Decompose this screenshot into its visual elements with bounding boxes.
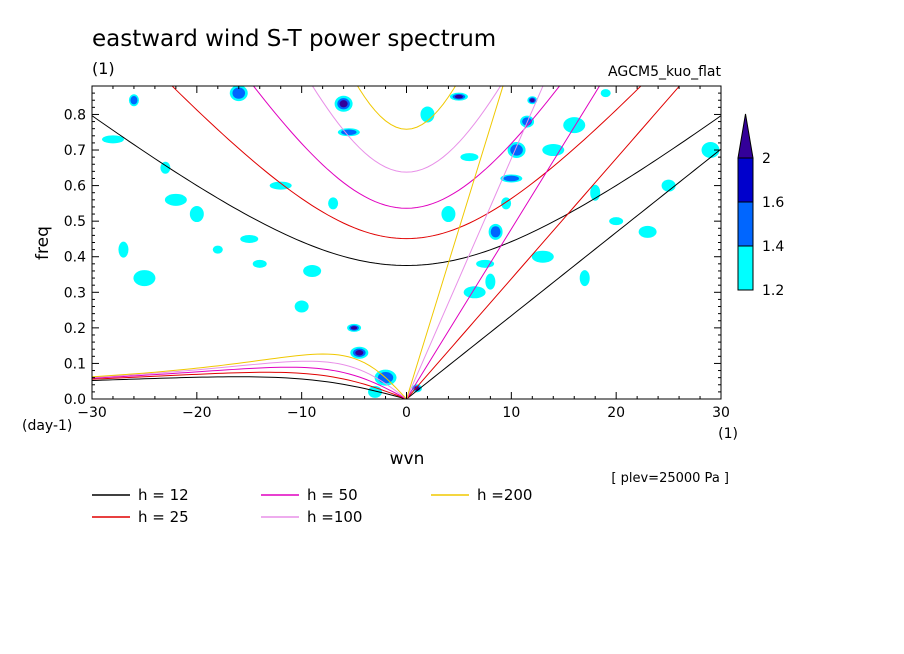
x-axis-unit: (1) <box>718 426 738 442</box>
x-tick-label: −30 <box>77 405 107 421</box>
shaded-blob <box>252 259 267 268</box>
y-axis-unit: (day-1) <box>22 418 72 434</box>
plot-frame <box>91 85 722 400</box>
shaded-blob <box>240 234 259 243</box>
y-tick-label: 0.4 <box>64 250 86 266</box>
shaded-blob <box>303 264 322 277</box>
y-tick-label: 0.1 <box>64 356 86 372</box>
subtitle-left: (1) <box>92 59 115 78</box>
shaded-blob-peak <box>350 326 358 330</box>
y-axis-label: freq <box>33 226 53 260</box>
x-tick-label: −20 <box>182 405 212 421</box>
colorbar-label: 2 <box>762 151 771 167</box>
legend: h = 12 h = 25 h = 50 h =100 h =200 <box>92 486 532 526</box>
x-tick-label: −10 <box>287 405 317 421</box>
shaded-blob-peak <box>339 100 348 108</box>
kelvin-curve-h50 <box>406 86 601 399</box>
y-tick-label: 0.3 <box>64 285 86 301</box>
legend-label: h = 12 <box>138 486 189 504</box>
shaded-blob-core <box>341 129 357 136</box>
shaded-blob <box>441 206 456 223</box>
x-axis-label: wvn <box>390 449 425 469</box>
legend-label: h =200 <box>477 486 532 504</box>
rossby-curve-h12 <box>92 376 407 399</box>
colorbar: 2 1.6 1.4 1.2 <box>737 113 784 299</box>
x-tick-label: 0 <box>402 405 411 421</box>
shaded-blob <box>118 241 129 258</box>
ig-curve-h12 <box>92 115 721 266</box>
ig-curve-h50 <box>252 86 561 209</box>
rossby-curve-h200 <box>92 353 407 399</box>
shaded-blob <box>101 135 124 144</box>
y-tick-label: 0.0 <box>64 392 86 408</box>
shaded-blob <box>600 89 611 98</box>
colorbar-label: 1.4 <box>762 239 784 255</box>
colorbar-arrow <box>737 113 754 159</box>
colorbar-segment <box>737 201 754 247</box>
x-tick-label: 20 <box>607 405 625 421</box>
shaded-blob <box>420 106 435 123</box>
shaded-contours <box>101 86 720 398</box>
shaded-blob <box>485 273 496 290</box>
rossby-curve-h25 <box>92 371 407 399</box>
legend-label: h = 50 <box>307 486 358 504</box>
shaded-blob <box>160 161 171 174</box>
colorbar-segment <box>737 245 754 291</box>
shaded-blob <box>531 250 554 263</box>
y-tick-label: 0.6 <box>64 179 86 195</box>
shaded-blob <box>460 153 479 162</box>
legend-label: h = 25 <box>138 508 189 526</box>
shaded-blob <box>294 300 309 313</box>
shaded-blob <box>563 117 586 134</box>
colorbar-label: 1.2 <box>762 283 784 299</box>
shaded-blob-core <box>503 175 520 182</box>
colorbar-label: 1.6 <box>762 195 784 211</box>
chart-title: eastward wind S-T power spectrum <box>92 26 496 52</box>
kelvin-curve-h100 <box>406 86 544 399</box>
shaded-blob <box>212 245 223 254</box>
shaded-blob <box>189 206 204 223</box>
x-tick-label: 10 <box>502 405 520 421</box>
kelvin-curve-h200 <box>406 86 504 399</box>
colorbar-segment <box>737 157 754 203</box>
shaded-blob <box>609 217 624 226</box>
shaded-blob <box>661 179 676 192</box>
shaded-blob <box>579 270 590 287</box>
shaded-blob-core <box>130 96 138 105</box>
kelvin-curve-h25 <box>406 86 681 399</box>
y-tick-label: 0.8 <box>64 107 86 123</box>
shaded-blob <box>328 197 339 210</box>
y-tick-label: 0.2 <box>64 321 86 337</box>
dispersion-curves <box>92 86 721 399</box>
shaded-blob <box>476 259 495 268</box>
legend-label: h =100 <box>307 508 362 526</box>
x-tick-label: 30 <box>712 405 730 421</box>
shaded-blob-peak <box>454 94 463 99</box>
plev-annotation: [ plev=25000 Pa ] <box>611 471 729 486</box>
shaded-blob-core <box>232 87 246 99</box>
shaded-blob <box>638 225 657 238</box>
ig-curve-h200 <box>357 86 456 130</box>
shaded-blob-peak <box>530 98 535 103</box>
shaded-blob <box>542 144 565 157</box>
ig-curve-h100 <box>311 86 502 173</box>
y-tick-label: 0.5 <box>64 214 86 230</box>
shaded-blob-peak <box>355 350 364 356</box>
y-tick-label: 0.7 <box>64 143 86 159</box>
shaded-blob <box>463 286 486 299</box>
plot-area: −30 −20 −10 0 10 20 30 0.0 0.1 0.2 0.3 0.4 0.5 0.6 0.7… <box>64 85 730 421</box>
shaded-blob <box>133 270 156 287</box>
ig-curve-h25 <box>171 86 642 240</box>
subtitle-right: AGCM5_kuo_flat <box>608 64 721 80</box>
rossby-curve-h50 <box>92 366 407 399</box>
shaded-blob <box>164 193 187 206</box>
rossby-curve-h100 <box>92 360 407 399</box>
kelvin-curve-h12 <box>406 148 721 399</box>
shaded-blob-core <box>490 226 501 238</box>
